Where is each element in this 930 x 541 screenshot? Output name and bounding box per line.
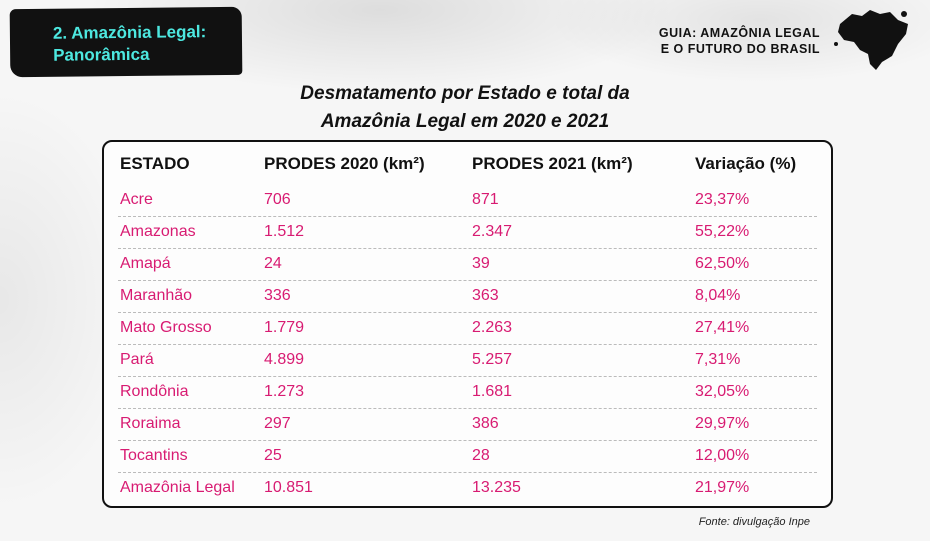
header-estado: ESTADO <box>120 154 190 173</box>
table-title: Desmatamento por Estado e total da Amazô… <box>230 80 700 136</box>
cell-prodes-2020: 25 <box>264 447 282 464</box>
cell-estado: Amapá <box>120 255 171 272</box>
cell-prodes-2021: 28 <box>472 447 490 464</box>
cell-prodes-2020: 1.512 <box>264 223 305 240</box>
cell-estado: Tocantins <box>120 447 188 464</box>
cell-prodes-2020: 706 <box>264 191 291 208</box>
guide-line1: GUIA: AMAZÔNIA LEGAL <box>658 26 820 40</box>
cell-estado: Amazonas <box>120 223 196 240</box>
title-line2: Amazônia Legal em 2020 e 2021 <box>320 111 610 132</box>
header-prodes-2021: PRODES 2021 (km²) <box>472 154 633 173</box>
table-row: Acre 706 871 23,37% <box>118 184 817 217</box>
table-row: Amapá 24 39 62,50% <box>118 248 817 281</box>
cell-prodes-2021: 363 <box>472 287 499 304</box>
cell-prodes-2020: 4.899 <box>264 351 305 368</box>
cell-prodes-2021: 1.681 <box>472 383 513 400</box>
data-table: ESTADO PRODES 2020 (km²) PRODES 2021 (km… <box>102 140 833 508</box>
cell-prodes-2020: 10.851 <box>264 479 313 496</box>
section-title-line1: 2. Amazônia Legal: <box>52 22 207 43</box>
cell-prodes-2020: 1.273 <box>264 383 305 400</box>
cell-prodes-2020: 297 <box>264 415 291 432</box>
cell-estado: Roraima <box>120 415 181 432</box>
cell-variacao: 8,04% <box>695 287 741 304</box>
table-row: Rondônia 1.273 1.681 32,05% <box>118 376 817 409</box>
cell-estado: Rondônia <box>120 383 189 400</box>
cell-variacao: 29,97% <box>695 415 750 432</box>
cell-variacao: 7,31% <box>695 351 741 368</box>
cell-estado: Maranhão <box>120 287 193 304</box>
section-title-line2: Panorâmica <box>53 44 150 65</box>
cell-variacao: 23,37% <box>695 191 750 208</box>
cell-estado: Pará <box>120 351 154 368</box>
table-row: Tocantins 25 28 12,00% <box>118 440 817 473</box>
cell-variacao: 12,00% <box>695 447 750 464</box>
cell-variacao: 55,22% <box>695 223 750 240</box>
table-row: Maranhão 336 363 8,04% <box>118 280 817 313</box>
cell-variacao: 32,05% <box>695 383 750 400</box>
table-row: Mato Grosso 1.779 2.263 27,41% <box>118 312 817 345</box>
cell-prodes-2021: 2.263 <box>472 319 513 336</box>
table-row: Amazonas 1.512 2.347 55,22% <box>118 216 817 249</box>
source-note: Fonte: divulgação Inpe <box>698 516 810 528</box>
cell-prodes-2020: 24 <box>264 255 282 272</box>
cell-prodes-2020: 336 <box>264 287 291 304</box>
table-row: Roraima 297 386 29,97% <box>118 408 817 441</box>
guide-label: GUIA: AMAZÔNIA LEGAL E O FUTURO DO BRASI… <box>659 25 820 57</box>
brazil-map-icon <box>834 10 908 70</box>
header-variacao: Variação (%) <box>695 154 797 173</box>
cell-variacao: 62,50% <box>695 255 750 272</box>
title-line1: Desmatamento por Estado e total da <box>300 83 630 104</box>
cell-variacao: 21,97% <box>695 479 750 496</box>
cell-estado: Mato Grosso <box>120 319 212 336</box>
cell-estado: Acre <box>120 191 153 208</box>
cell-prodes-2020: 1.779 <box>264 319 305 336</box>
guide-line2: E O FUTURO DO BRASIL <box>660 42 820 56</box>
table-row: Pará 4.899 5.257 7,31% <box>118 344 817 377</box>
cell-prodes-2021: 2.347 <box>472 223 513 240</box>
section-tag: 2. Amazônia Legal: Panorâmica <box>9 6 243 78</box>
cell-prodes-2021: 871 <box>472 191 499 208</box>
cell-prodes-2021: 386 <box>472 415 499 432</box>
table-header: ESTADO PRODES 2020 (km²) PRODES 2021 (km… <box>104 154 831 180</box>
cell-prodes-2021: 39 <box>472 255 490 272</box>
table-row-total: Amazônia Legal 10.851 13.235 21,97% <box>118 472 817 504</box>
header-prodes-2020: PRODES 2020 (km²) <box>264 154 425 173</box>
cell-variacao: 27,41% <box>695 319 750 336</box>
cell-prodes-2021: 5.257 <box>472 351 513 368</box>
cell-prodes-2021: 13.235 <box>472 479 521 496</box>
cell-estado: Amazônia Legal <box>120 479 235 496</box>
